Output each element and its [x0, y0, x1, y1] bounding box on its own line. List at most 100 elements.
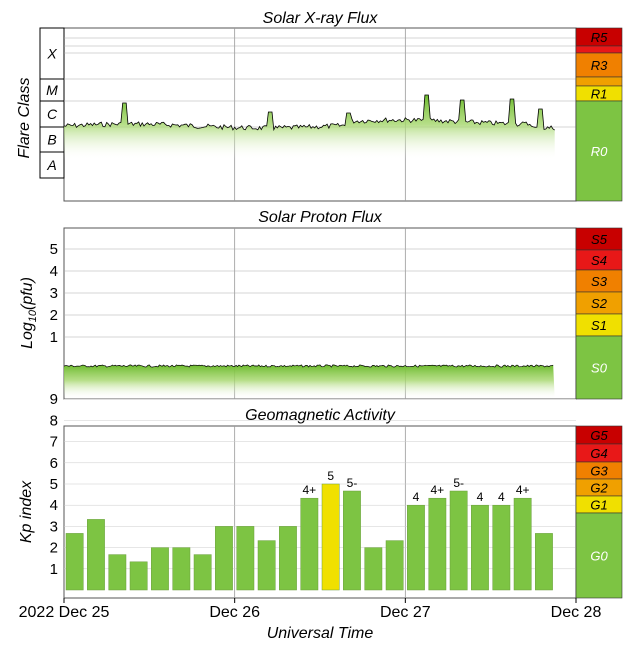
kp-bar-label: 4+ — [516, 483, 530, 497]
geomag-ytick-labels: 9 8 7 6 5 4 3 2 1 — [50, 391, 58, 578]
kp-ytick-3: 3 — [50, 518, 58, 535]
kp-bar — [300, 497, 319, 591]
kp-bar-label: 4+ — [430, 483, 444, 497]
time-tick-label: Dec 28 — [551, 604, 602, 621]
kp-ytick-2: 2 — [50, 540, 58, 557]
proton-ytick-labels: 5 4 3 2 1 — [50, 241, 58, 346]
scale-label-s0: S0 — [591, 361, 608, 376]
kp-bar — [65, 533, 84, 591]
xray-title: Solar X-ray Flux — [263, 10, 379, 27]
kp-bar — [172, 547, 191, 591]
scale-level-s0 — [575, 335, 623, 400]
xray-class-dividers — [40, 78, 64, 153]
scale-label-s2: S2 — [591, 296, 608, 311]
kp-bar — [193, 554, 212, 591]
scale-level-g0 — [575, 512, 623, 599]
xray-plot-frame — [63, 27, 577, 202]
kp-bar-labels: 4+5 5-4 4+5-4 4 4+ — [302, 469, 529, 504]
kp-bar — [449, 490, 468, 591]
kp-bar-label: 4 — [477, 490, 484, 504]
xray-grid — [64, 28, 576, 201]
scale-level-r4 — [575, 45, 623, 54]
kp-bar — [129, 561, 148, 591]
proton-ylabel: Log10(pfu) — [19, 277, 39, 349]
proton-ylabel-sub: 10 — [27, 309, 39, 322]
kp-ytick-6: 6 — [50, 455, 58, 472]
class-label-b: B — [47, 132, 56, 148]
xray-flux-area — [64, 95, 555, 160]
proton-panel: Solar Proton Flux 5 4 3 2 1 S5 S4 S3 S2 S1 S0 Log… — [19, 209, 623, 400]
kp-ytick-1: 1 — [50, 561, 58, 578]
proton-ytick-4: 4 — [50, 263, 58, 280]
geomag-title: Geomagnetic Activity — [245, 407, 396, 424]
time-axis-ticks: 2022 Dec 25 Dec 26 Dec 27 Dec 28 — [19, 598, 602, 621]
scale-label-s5: S5 — [591, 232, 608, 247]
kp-bar-label: 4+ — [302, 483, 316, 497]
kp-bar — [108, 554, 127, 591]
proton-ylabel-main: Log — [19, 322, 36, 349]
geomag-grid — [64, 398, 576, 598]
scale-level-r3 — [575, 52, 623, 78]
time-axis-label: Universal Time — [267, 625, 374, 642]
time-tick-label: Dec 27 — [380, 604, 431, 621]
proton-title: Solar Proton Flux — [258, 209, 383, 226]
scale-level-r2 — [575, 76, 623, 87]
kp-bar — [215, 526, 233, 591]
kp-bar-label: 4 — [498, 490, 505, 504]
class-label-m: M — [46, 82, 58, 98]
time-tick-label: 2022 Dec 25 — [19, 604, 110, 621]
kp-bar — [151, 547, 169, 591]
scale-label-r3: R3 — [591, 58, 608, 73]
scale-label-r1: R1 — [591, 87, 608, 102]
geomag-g-scale: G5 G4 G3 G2 G1 G0 — [575, 425, 623, 599]
kp-bar — [471, 504, 489, 591]
kp-bar — [279, 526, 297, 591]
scale-label-g2: G2 — [590, 481, 608, 496]
kp-bar — [236, 526, 255, 591]
kp-bars — [65, 483, 553, 591]
kp-ytick-7: 7 — [50, 434, 58, 451]
scale-label-g1: G1 — [590, 498, 607, 513]
proton-s-scale: S5 S4 S3 S2 S1 S0 — [575, 227, 623, 400]
kp-bar — [343, 490, 361, 591]
geomag-plot-frame — [63, 425, 577, 599]
xray-flux-line — [63, 94, 555, 132]
kp-bar — [428, 497, 447, 591]
kp-bar-label: 5- — [453, 476, 464, 490]
scale-label-g4: G4 — [590, 446, 607, 461]
class-label-a: A — [46, 157, 56, 173]
xray-ylabel: Flare Class — [16, 78, 33, 159]
kp-bar-label: 5 — [327, 469, 334, 483]
proton-ytick-5: 5 — [50, 241, 58, 258]
kp-bar — [321, 483, 340, 591]
kp-bar — [535, 533, 553, 591]
kp-bar — [407, 504, 425, 591]
time-tick-label: Dec 26 — [209, 604, 260, 621]
xray-r-scale: R5R4R3R2R1R0 — [575, 27, 623, 202]
scale-label-g5: G5 — [590, 428, 608, 443]
scale-label-r5: R5 — [591, 30, 608, 45]
scale-label-s3: S3 — [591, 274, 608, 289]
scale-level-r0 — [575, 100, 623, 202]
kp-ytick-9: 9 — [50, 391, 58, 408]
kp-bar — [513, 497, 532, 591]
proton-ytick-3: 3 — [50, 285, 58, 302]
scale-label-r0: R0 — [591, 144, 608, 159]
proton-ytick-2: 2 — [50, 307, 58, 324]
kp-bar-label: 5- — [347, 476, 358, 490]
class-label-x: X — [46, 46, 57, 62]
geomag-panel: Geomagnetic Activity 9 8 7 6 5 4 3 2 1 4+ 5 5- 4 4+ 5… — [18, 391, 623, 599]
proton-flux-line — [63, 364, 554, 368]
kp-ytick-4: 4 — [50, 497, 58, 514]
class-label-c: C — [47, 106, 58, 122]
kp-bar — [87, 519, 105, 591]
scale-label-s1: S1 — [591, 318, 607, 333]
scale-label-s4: S4 — [591, 253, 607, 268]
geomag-ylabel: Kp index — [18, 480, 35, 543]
proton-ylabel-tail: (pfu) — [19, 277, 36, 310]
xray-class-column — [39, 27, 65, 179]
kp-bar — [385, 540, 404, 591]
kp-bar — [364, 547, 383, 591]
proton-flux-area — [64, 364, 555, 399]
